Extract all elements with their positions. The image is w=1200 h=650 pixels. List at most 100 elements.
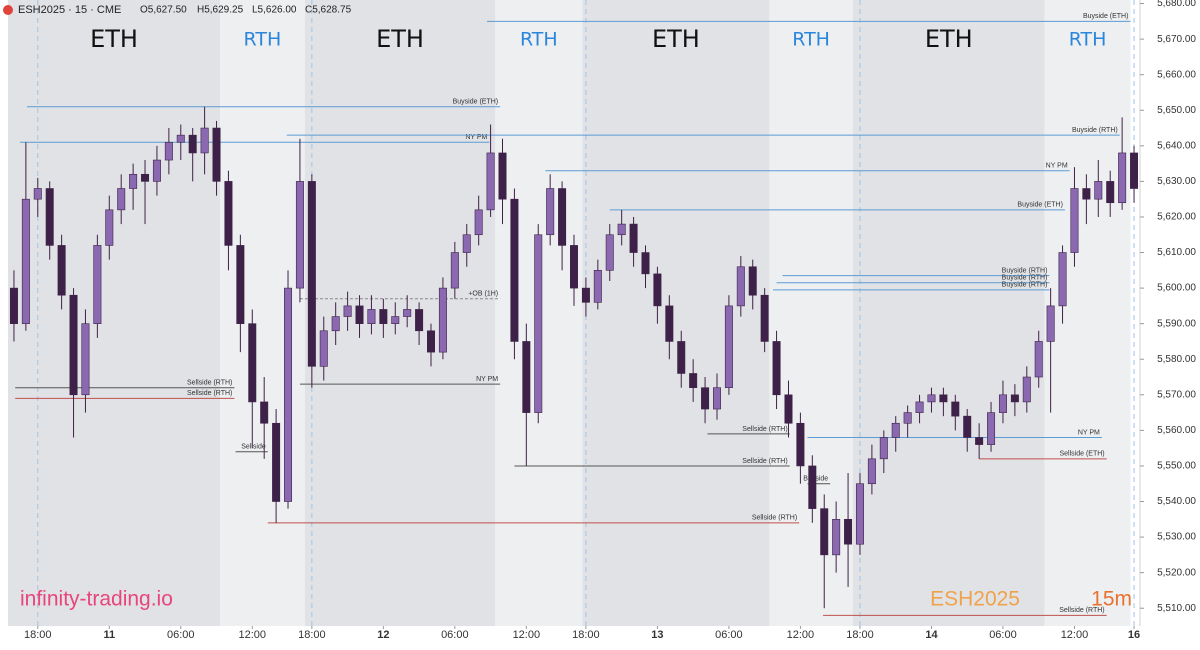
session-band xyxy=(304,0,496,626)
x-tick-label: 12:00 xyxy=(513,629,541,641)
level-label: Buyside (ETH) xyxy=(1083,13,1129,20)
ohlc-high: H5,629.25 xyxy=(197,5,244,16)
candle-body xyxy=(784,394,793,424)
candle-body xyxy=(832,518,841,556)
x-tick-label: 12:00 xyxy=(787,629,815,641)
candle-body xyxy=(570,245,578,289)
candle-body xyxy=(546,188,555,236)
candle-body xyxy=(248,323,257,403)
candle-body xyxy=(57,245,66,296)
x-tick-label: 11 xyxy=(103,629,115,641)
candle-body xyxy=(438,287,447,353)
candle-body xyxy=(760,294,769,342)
candle-body xyxy=(1010,394,1019,403)
candle-body xyxy=(998,394,1007,413)
candle-body xyxy=(975,437,984,445)
x-tick-label: 16 xyxy=(1128,629,1140,641)
level-label: NY PM xyxy=(1078,429,1100,436)
candle-body xyxy=(188,134,197,154)
level-label: Buyside (RTH) xyxy=(1002,275,1048,282)
x-tick-label: 06:00 xyxy=(167,629,195,641)
level-label: NY PM xyxy=(465,134,487,141)
level-label: NY PM xyxy=(476,376,498,383)
candle-body xyxy=(867,458,876,485)
x-tick-label: 06:00 xyxy=(441,629,469,641)
candle-body xyxy=(415,309,424,332)
y-tick-label: 5,680.00 xyxy=(1157,0,1196,9)
candle-body xyxy=(141,173,150,182)
x-tick-label: 14 xyxy=(925,629,938,641)
level-label: +OB (1H) xyxy=(468,291,498,298)
y-tick-label: 5,510.00 xyxy=(1157,603,1196,614)
candle-body xyxy=(164,141,173,161)
x-tick-label: 13 xyxy=(651,629,663,641)
candle-body xyxy=(403,309,412,317)
candle-body xyxy=(522,341,531,413)
session-label: ETH xyxy=(376,25,424,53)
candle-body xyxy=(391,316,400,324)
candle-body xyxy=(212,127,221,182)
candle-body xyxy=(534,234,543,413)
session-band xyxy=(852,0,1045,626)
candle-body xyxy=(1058,252,1067,307)
price-axis-bg xyxy=(1140,0,1200,650)
y-tick-label: 5,530.00 xyxy=(1157,532,1196,543)
candle-body xyxy=(891,422,900,438)
candle-body xyxy=(69,294,78,396)
candle-body xyxy=(9,287,18,324)
candle-body xyxy=(855,483,864,545)
candle-body xyxy=(605,234,614,271)
candle-body xyxy=(1022,376,1031,403)
candle-body xyxy=(903,412,912,424)
interval-watermark: 15m xyxy=(1091,588,1132,611)
y-tick-label: 5,660.00 xyxy=(1157,69,1196,80)
candle-body xyxy=(689,373,698,388)
candle-body xyxy=(331,316,340,332)
candle-body xyxy=(81,323,90,396)
candle-body xyxy=(1094,181,1103,200)
candle-body xyxy=(736,266,745,307)
session-label: RTH xyxy=(1069,29,1107,51)
x-tick-label: 12:00 xyxy=(1061,629,1089,641)
ohlc-open: O5,627.50 xyxy=(140,5,187,16)
candle-body xyxy=(844,518,853,545)
level-label: Sellside (RTH) xyxy=(742,458,787,465)
y-tick-label: 5,570.00 xyxy=(1157,389,1196,400)
symbol-watermark: ESH2025 xyxy=(930,588,1020,611)
y-tick-label: 5,620.00 xyxy=(1157,212,1196,223)
candle-body xyxy=(295,181,304,289)
symbol[interactable]: ESH2025 · 15 · CME xyxy=(18,4,121,16)
candle-body xyxy=(462,234,471,253)
level-label: Sellside (RTH) xyxy=(187,390,232,397)
candle-body xyxy=(1046,305,1055,342)
candle-body xyxy=(987,412,996,445)
session-band xyxy=(8,0,221,626)
candle-body xyxy=(307,181,316,367)
candle-body xyxy=(93,245,102,324)
x-tick-label: 18:00 xyxy=(572,629,600,641)
candle-body xyxy=(236,245,245,324)
candle-body xyxy=(319,330,328,367)
candle-body xyxy=(1106,181,1115,204)
y-tick-label: 5,540.00 xyxy=(1157,496,1196,507)
session-band xyxy=(1044,0,1131,626)
session-label: ETH xyxy=(652,25,700,53)
candle-body xyxy=(117,188,126,211)
level-label: Buyside (RTH) xyxy=(1072,127,1118,134)
plot: Buyside (ETH) Buyside (ETH) NY PM Buyside (… xyxy=(9,13,1139,616)
candle-body xyxy=(427,330,436,353)
candle-body xyxy=(593,270,602,303)
candle-body xyxy=(21,198,30,324)
level-label: Buyside (RTH) xyxy=(1002,267,1048,274)
y-tick-label: 5,590.00 xyxy=(1157,318,1196,329)
symbol-icon xyxy=(3,5,13,15)
candle-body xyxy=(808,465,817,509)
candle-body xyxy=(820,508,829,556)
session-band xyxy=(582,0,770,626)
candle-body xyxy=(450,252,459,289)
candle-body xyxy=(724,305,733,388)
x-tick-label: 18:00 xyxy=(846,629,874,641)
candle-body xyxy=(200,127,209,154)
